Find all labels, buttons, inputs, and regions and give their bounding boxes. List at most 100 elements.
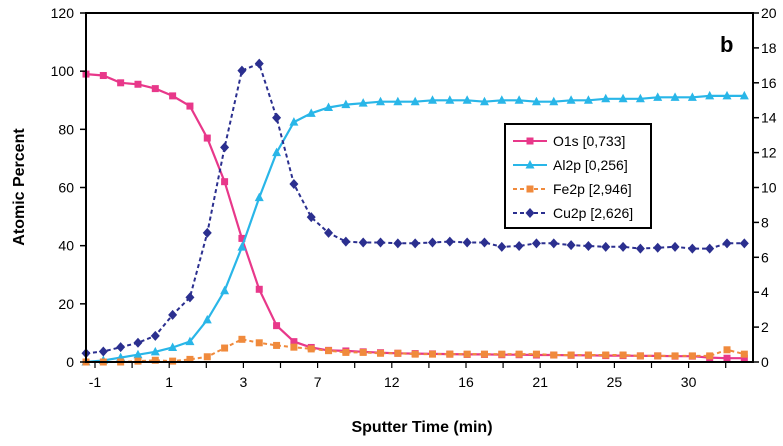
- data-point: [740, 354, 748, 362]
- y-left-tick-label: 0: [66, 354, 74, 370]
- data-point: [532, 350, 540, 358]
- data-point: [427, 237, 437, 248]
- data-point: [186, 355, 194, 363]
- data-point: [601, 241, 611, 252]
- y-right-tick-label: 14: [761, 110, 777, 126]
- data-point: [670, 241, 680, 252]
- series-cu2p: [81, 58, 749, 359]
- data-point: [739, 90, 749, 100]
- x-tick-label: 3: [240, 374, 248, 390]
- data-point: [289, 179, 299, 190]
- data-point: [526, 185, 534, 193]
- legend: O1s [0,733] Al2p [0,256] Fe2p [2,946] Cu2p …: [504, 123, 652, 229]
- data-point: [169, 92, 177, 100]
- data-point: [525, 160, 535, 169]
- data-point: [202, 227, 212, 238]
- data-point: [462, 95, 472, 104]
- data-point: [584, 351, 592, 359]
- data-point: [255, 285, 263, 293]
- data-point: [635, 243, 645, 254]
- data-point: [237, 242, 247, 251]
- data-point: [290, 338, 298, 346]
- x-tick-label: 1: [165, 374, 173, 390]
- y-right-tick-label: 16: [761, 75, 777, 91]
- series-line: [85, 62, 745, 355]
- data-point: [671, 352, 679, 360]
- data-point: [168, 309, 178, 320]
- data-point: [480, 350, 488, 358]
- y-left-tick-label: 60: [58, 180, 74, 196]
- data-point: [273, 341, 281, 349]
- x-axis-label: Sputter Time (min): [351, 419, 492, 436]
- data-point: [306, 212, 316, 223]
- data-point: [705, 90, 715, 100]
- data-point: [740, 350, 748, 358]
- data-point: [202, 314, 212, 324]
- data-point: [618, 241, 628, 252]
- y-right-tick-label: 18: [761, 40, 777, 56]
- legend-entry: Al2p [0,256]: [553, 157, 628, 173]
- data-point: [514, 95, 524, 104]
- data-point: [445, 236, 455, 247]
- data-point: [272, 112, 282, 123]
- data-point: [203, 134, 211, 142]
- data-point: [168, 342, 178, 351]
- data-point: [324, 227, 334, 238]
- data-point: [116, 342, 126, 353]
- data-point: [342, 348, 350, 356]
- y-right-tick-label: 20: [761, 5, 777, 21]
- y-right-tick-label: 12: [761, 145, 777, 161]
- data-point: [688, 352, 696, 360]
- data-point: [341, 99, 351, 109]
- data-point: [602, 351, 610, 359]
- data-point: [376, 96, 386, 106]
- data-point: [635, 93, 645, 103]
- data-point: [220, 285, 230, 295]
- data-point: [324, 102, 334, 112]
- data-point: [410, 238, 420, 249]
- data-point: [583, 95, 593, 104]
- y-left-tick-label: 100: [51, 63, 75, 79]
- data-point: [549, 96, 559, 106]
- data-point: [325, 347, 333, 355]
- y-right-tick-label: 10: [761, 180, 777, 196]
- data-point: [411, 350, 419, 358]
- data-point: [446, 350, 454, 358]
- data-point: [550, 351, 558, 359]
- y-right-tick-label: 0: [761, 354, 769, 370]
- data-point: [393, 96, 403, 106]
- data-point: [99, 72, 107, 80]
- data-point: [133, 337, 143, 348]
- data-point: [497, 241, 507, 252]
- data-point: [739, 238, 749, 249]
- data-point: [670, 92, 680, 101]
- data-point: [255, 339, 263, 347]
- data-point: [531, 96, 541, 106]
- data-point: [497, 95, 507, 104]
- x-tick-label: 30: [681, 374, 697, 390]
- data-point: [525, 208, 535, 218]
- data-point: [618, 93, 628, 103]
- series-al2p: [81, 90, 749, 366]
- y-right-tick-label: 8: [761, 214, 769, 230]
- data-point: [687, 243, 697, 254]
- data-point: [705, 243, 715, 254]
- data-point: [394, 349, 402, 357]
- data-point: [723, 354, 731, 362]
- data-point: [186, 102, 194, 110]
- data-point: [133, 349, 143, 359]
- data-point: [359, 348, 367, 356]
- data-point: [653, 242, 663, 253]
- y-left-tick-label: 120: [51, 5, 75, 21]
- data-point: [549, 238, 559, 249]
- data-point: [377, 349, 385, 357]
- data-point: [583, 240, 593, 251]
- data-point: [306, 108, 316, 117]
- y-left-tick-label: 80: [58, 121, 74, 137]
- data-point: [151, 85, 159, 93]
- data-point: [220, 142, 230, 153]
- data-point: [238, 234, 246, 242]
- data-point: [272, 147, 282, 157]
